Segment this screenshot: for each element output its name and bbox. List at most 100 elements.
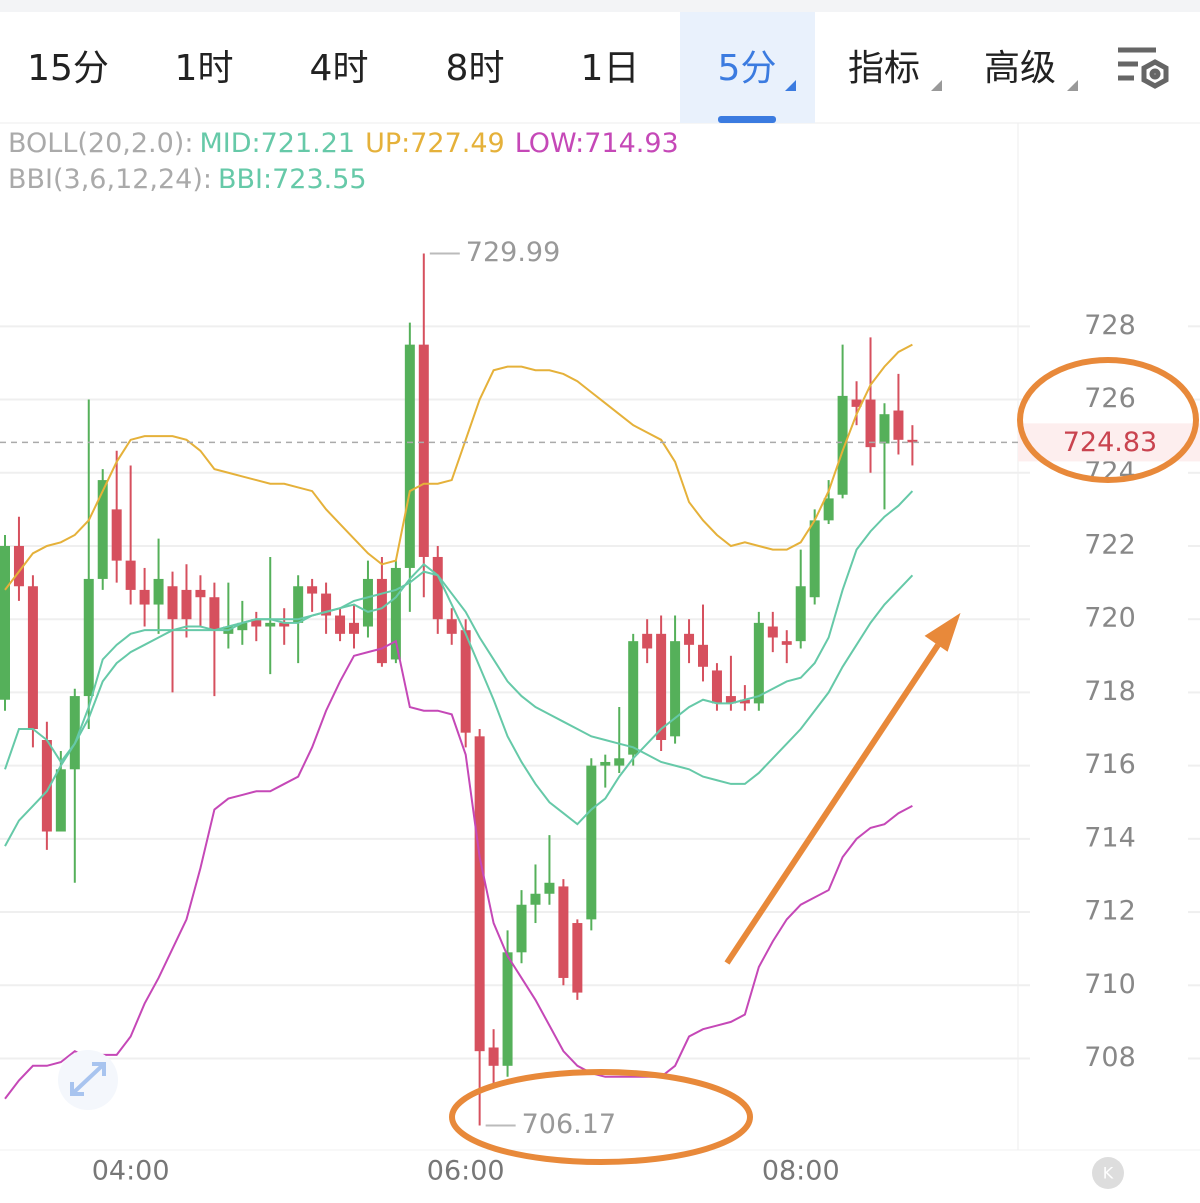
x-tick-label: 08:00 xyxy=(762,1156,840,1187)
candle-body xyxy=(111,509,122,561)
candle-body xyxy=(753,622,764,704)
y-tick-label: 726 xyxy=(1084,383,1136,414)
tab-bar: 15分 1时 4时 8时 1日 5分 指标 高级 xyxy=(27,12,1056,123)
active-tab-underline xyxy=(718,116,776,123)
candle-body xyxy=(41,740,52,832)
candle-body xyxy=(279,622,290,627)
tab-dropdown xyxy=(785,80,796,91)
tab-dropdown xyxy=(931,80,942,91)
candle-body xyxy=(865,399,876,448)
indicator-label: BOLL(20,2.0): xyxy=(8,128,193,159)
candle-body xyxy=(823,498,834,521)
candle-body xyxy=(893,410,904,440)
candle-body xyxy=(153,578,164,605)
candle-body xyxy=(670,641,681,737)
indicator-name: MID: xyxy=(199,128,260,159)
candle-body xyxy=(376,578,387,664)
candle-body xyxy=(502,952,513,1066)
candle-body xyxy=(781,641,792,645)
indicator-value: 714.93 xyxy=(584,128,678,159)
indicator-name: LOW: xyxy=(515,128,585,159)
candle-body xyxy=(13,545,24,587)
y-tick-label: 714 xyxy=(1084,822,1136,853)
candle-body xyxy=(237,622,248,631)
tab[interactable]: 8时 xyxy=(446,48,505,89)
candle-body xyxy=(167,586,178,620)
tab[interactable]: 1时 xyxy=(175,48,234,89)
indicator-value: 723.55 xyxy=(272,164,366,195)
tab[interactable]: 1日 xyxy=(581,48,640,89)
candle-body xyxy=(418,344,429,557)
candle-body xyxy=(600,761,611,766)
candle-body xyxy=(97,480,108,579)
candle-body xyxy=(530,893,541,905)
candle-body xyxy=(27,586,38,730)
candle-body xyxy=(642,633,653,649)
y-tick-label: 718 xyxy=(1084,676,1136,707)
candle-body xyxy=(488,1047,499,1066)
tab[interactable]: 指标 xyxy=(848,48,920,89)
low-label: 706.17 xyxy=(522,1109,616,1140)
candle-body xyxy=(711,670,722,704)
candle-body xyxy=(349,622,359,634)
candle-body xyxy=(69,696,80,770)
candle-body xyxy=(195,589,206,598)
candle-body xyxy=(558,886,569,978)
status-strip xyxy=(0,0,1200,12)
candle-body xyxy=(544,882,555,894)
candle-body xyxy=(460,630,471,733)
plot: BOLL(20,2.0): MID:721.21 UP:727.49 LOW:714.… xyxy=(0,128,1200,1187)
candle-body xyxy=(307,586,318,594)
indicator-value: 721.21 xyxy=(261,128,355,159)
annotation xyxy=(449,357,1199,1165)
y-tick-label: 720 xyxy=(1084,603,1136,634)
candle-body xyxy=(251,619,262,627)
tab[interactable]: 高级 xyxy=(984,48,1056,89)
candle-body xyxy=(83,578,94,697)
indicator-name: UP: xyxy=(365,128,410,159)
tab-dropdown xyxy=(1067,80,1078,91)
candle-body xyxy=(879,414,890,444)
expand-icon[interactable] xyxy=(58,1050,118,1110)
y-tick-label: 722 xyxy=(1084,529,1136,560)
indicator-line xyxy=(4,639,913,1100)
candle-body xyxy=(404,344,415,568)
candle-body xyxy=(516,904,527,953)
candle-body xyxy=(739,699,750,704)
tab[interactable]: 5分 xyxy=(718,48,777,89)
candle-body xyxy=(907,439,918,443)
tab[interactable]: 15分 xyxy=(27,48,109,89)
candle-body xyxy=(125,560,136,590)
candle-body xyxy=(586,765,597,920)
candle-body xyxy=(474,736,485,1052)
indicator-line xyxy=(4,490,914,826)
candle-body xyxy=(362,578,373,627)
candle-body xyxy=(55,769,66,832)
indicator-label: BBI(3,6,12,24): xyxy=(8,164,212,195)
indicator-legend: BBI(3,6,12,24): BBI:723.55 xyxy=(8,164,367,195)
candle-body xyxy=(698,644,708,667)
tab[interactable]: 4时 xyxy=(310,48,369,89)
candle-body xyxy=(321,593,332,616)
candle-body xyxy=(809,520,820,598)
active-tab-bg xyxy=(680,12,815,123)
last-price-label: 724.83 xyxy=(1063,427,1157,458)
candle-body xyxy=(725,696,736,704)
candle-body xyxy=(446,619,457,634)
k-icon[interactable]: K xyxy=(1092,1157,1124,1189)
settings-icon[interactable] xyxy=(1118,47,1169,89)
candle-body xyxy=(335,615,346,634)
indicator-legend: BOLL(20,2.0): MID:721.21 UP:727.49 LOW:714.… xyxy=(8,128,679,159)
x-tick-label: 06:00 xyxy=(427,1156,505,1187)
last-price-bg xyxy=(1018,423,1200,462)
candle-body xyxy=(572,923,583,993)
indicator-line xyxy=(4,343,913,591)
high-label: 729.99 xyxy=(466,237,560,268)
y-tick-label: 710 xyxy=(1084,969,1136,1000)
y-tick-label: 716 xyxy=(1084,749,1136,780)
candle-body xyxy=(628,641,639,755)
candle-body xyxy=(432,556,443,620)
candle-body xyxy=(0,545,10,700)
